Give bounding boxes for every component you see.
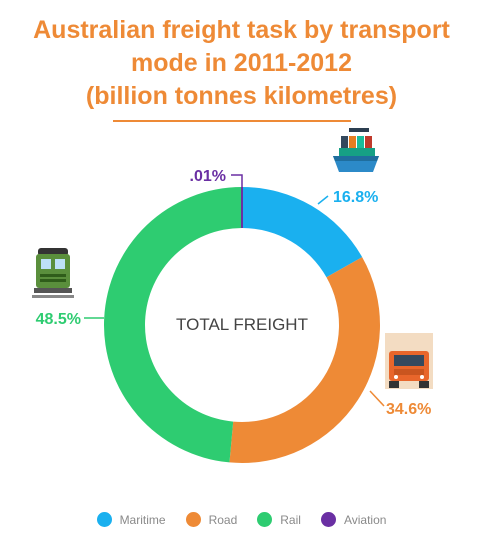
leader-line-maritime (317, 195, 329, 205)
donut-slices (104, 187, 380, 463)
legend: Maritime Road Rail Aviation (0, 512, 483, 527)
legend-swatch-maritime (96, 512, 112, 527)
data-labels: .01% 16.8% 34.6% 48.5% (36, 168, 432, 418)
legend-swatch-aviation (320, 512, 336, 527)
legend-label-maritime: Maritime (119, 512, 166, 527)
legend-swatch-road (185, 512, 201, 527)
slice-maritime (242, 187, 363, 278)
data-label-road: 34.6% (386, 401, 431, 418)
legend-item-aviation: Aviation (320, 512, 387, 527)
legend-item-rail: Rail (257, 512, 301, 527)
title-underline (113, 120, 351, 122)
slice-road (229, 257, 380, 463)
data-label-maritime: 16.8% (333, 189, 378, 206)
legend-swatch-rail (257, 512, 273, 527)
train-icon (32, 248, 74, 298)
legend-item-road: Road (185, 512, 238, 527)
title-line-2: mode in 2011-2012 (131, 49, 352, 77)
slice-rail (104, 187, 242, 463)
leader-line-aviation (231, 174, 243, 187)
leader-line-road (369, 390, 385, 407)
title-line-3: (billion tonnes kilometres) (85, 82, 398, 110)
title-line-1: Australian freight task by transport (33, 16, 450, 44)
legend-label-aviation: Aviation (343, 512, 387, 527)
legend-label-road: Road (208, 512, 238, 527)
data-label-rail: 48.5% (36, 311, 81, 328)
data-label-aviation: .01% (190, 168, 226, 185)
leader-lines (84, 174, 385, 407)
center-label: TOTAL FREIGHT (176, 315, 308, 334)
legend-item-maritime: Maritime (96, 512, 166, 527)
chart-title: Australian freight task by transport mod… (0, 14, 483, 113)
truck-icon (385, 333, 433, 389)
legend-label-rail: Rail (280, 512, 301, 527)
ship-icon (333, 128, 379, 172)
